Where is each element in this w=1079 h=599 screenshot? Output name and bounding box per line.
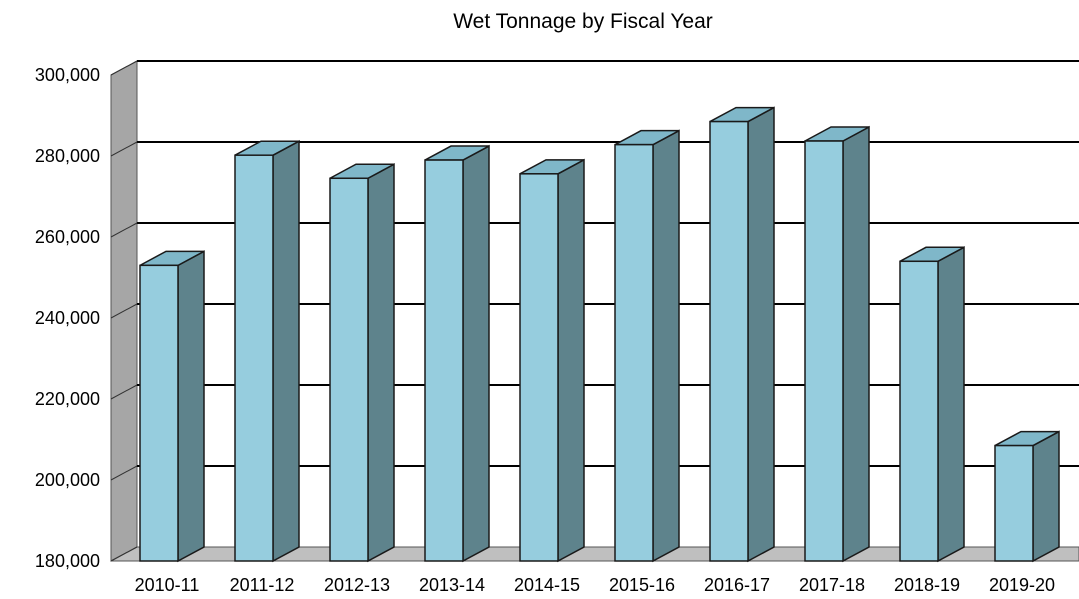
bar xyxy=(519,158,585,563)
bar-front xyxy=(709,120,749,562)
bar-front xyxy=(234,154,274,562)
x-tick-label: 2015-16 xyxy=(609,575,675,595)
bar-side xyxy=(937,246,965,563)
x-tick-label: 2013-14 xyxy=(419,575,485,595)
bar xyxy=(234,139,300,563)
chart-title: Wet Tonnage by Fiscal Year xyxy=(453,10,713,33)
bar-side xyxy=(177,250,205,563)
bar-front xyxy=(329,177,369,562)
y-axis: 180,000 200,000 220,000 240,000 260,000 280,0… xyxy=(35,65,100,571)
y-tick-label: 240,000 xyxy=(35,308,100,328)
bar-side xyxy=(367,163,395,563)
bar xyxy=(424,144,490,563)
gridline-depth xyxy=(110,303,138,319)
bar-front xyxy=(899,260,939,562)
bar xyxy=(804,125,870,563)
gridline-depth xyxy=(110,546,138,562)
x-tick-label: 2017-18 xyxy=(799,575,865,595)
x-axis: 2010-11 2011-12 2012-13 2013-14 2014-15 2015-… xyxy=(135,575,1055,595)
y-tick-label: 300,000 xyxy=(35,65,100,85)
bar-side xyxy=(462,144,490,563)
bars xyxy=(139,106,1060,563)
x-tick-label: 2014-15 xyxy=(514,575,580,595)
bar xyxy=(139,250,205,563)
y-tick-label: 280,000 xyxy=(35,146,100,166)
y-tick-label: 260,000 xyxy=(35,227,100,247)
bar xyxy=(994,430,1060,563)
x-tick-label: 2012-13 xyxy=(324,575,390,595)
y-tick-label: 220,000 xyxy=(35,389,100,409)
gridline-depth xyxy=(110,60,138,76)
x-tick-label: 2011-12 xyxy=(230,575,295,595)
bar xyxy=(899,246,965,563)
x-tick-label: 2010-11 xyxy=(135,575,200,595)
bar-side xyxy=(272,139,300,563)
gridline-depth xyxy=(110,384,138,400)
x-tick-label: 2019-20 xyxy=(989,575,1055,595)
bar-front xyxy=(424,159,464,562)
bar-side xyxy=(747,106,775,563)
bar-front xyxy=(519,173,559,562)
gridline-depth xyxy=(110,222,138,238)
bar-front xyxy=(614,143,654,562)
x-tick-label: 2018-19 xyxy=(894,575,960,595)
bar-front xyxy=(994,444,1034,562)
gridline-depth xyxy=(110,465,138,481)
bar-side xyxy=(1032,430,1060,563)
gridline-depth xyxy=(110,141,138,157)
bar-front xyxy=(139,264,179,562)
bar xyxy=(614,129,680,563)
y-tick-label: 200,000 xyxy=(35,470,100,490)
bar-side xyxy=(557,158,585,563)
bar-side xyxy=(842,125,870,563)
bar-side xyxy=(652,129,680,563)
bar xyxy=(709,106,775,563)
bar-front xyxy=(804,140,844,562)
bar xyxy=(329,163,395,563)
y-tick-label: 180,000 xyxy=(35,551,100,571)
x-tick-label: 2016-17 xyxy=(704,575,770,595)
